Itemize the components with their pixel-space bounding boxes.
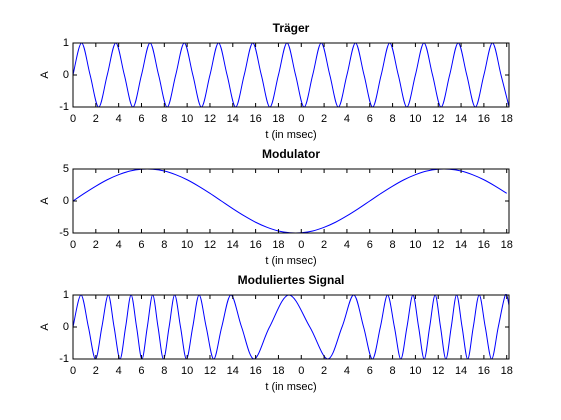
x-tick-label: 10: [409, 239, 421, 251]
x-tick-label: 16: [249, 113, 261, 125]
x-tick-label: 4: [344, 239, 350, 251]
x-tick-label: 0: [70, 239, 76, 251]
x-tick-label: 0: [298, 239, 304, 251]
x-tick-label: 8: [390, 113, 396, 125]
y-tick-label: 5: [63, 163, 69, 175]
x-tick-label: 14: [227, 239, 239, 251]
x-tick-label: 10: [409, 113, 421, 125]
x-tick-label: 16: [478, 239, 490, 251]
x-tick-label: 4: [344, 365, 350, 377]
y-axis-label: A: [39, 71, 51, 79]
x-tick-label: 18: [501, 113, 513, 125]
x-tick-label: 4: [344, 113, 350, 125]
x-tick-label: 16: [249, 365, 261, 377]
x-tick-label: 14: [455, 113, 467, 125]
axes-background: [73, 169, 509, 233]
x-tick-label: 18: [501, 239, 513, 251]
x-tick-label: 2: [93, 365, 99, 377]
chart-title: Träger: [273, 21, 310, 35]
y-tick-label: -5: [59, 227, 69, 239]
x-tick-label: 16: [249, 239, 261, 251]
x-tick-label: 2: [93, 113, 99, 125]
x-tick-label: 16: [478, 365, 490, 377]
x-tick-label: 2: [93, 239, 99, 251]
x-tick-label: 18: [272, 113, 284, 125]
x-tick-label: 0: [70, 365, 76, 377]
x-tick-label: 8: [161, 365, 167, 377]
x-tick-label: 12: [204, 239, 216, 251]
x-tick-label: 10: [181, 365, 193, 377]
x-tick-label: 14: [227, 113, 239, 125]
x-tick-label: 18: [272, 239, 284, 251]
x-tick-label: 18: [501, 365, 513, 377]
x-tick-label: 8: [390, 365, 396, 377]
x-tick-label: 12: [432, 113, 444, 125]
x-tick-label: 2: [321, 365, 327, 377]
plot-area: [73, 42, 509, 108]
y-tick-label: -1: [59, 101, 69, 113]
x-tick-label: 0: [298, 113, 304, 125]
x-tick-label: 12: [204, 113, 216, 125]
axes-background: [73, 295, 509, 359]
x-tick-label: 12: [432, 365, 444, 377]
x-tick-label: 2: [321, 113, 327, 125]
y-tick-label: 1: [63, 37, 69, 49]
x-tick-label: 6: [138, 113, 144, 125]
x-tick-label: 2: [321, 239, 327, 251]
x-tick-label: 6: [138, 365, 144, 377]
x-axis-label: t (in msec): [265, 255, 316, 267]
x-tick-label: 8: [161, 239, 167, 251]
x-tick-label: 6: [367, 365, 373, 377]
x-tick-label: 10: [181, 239, 193, 251]
y-tick-label: 0: [63, 69, 69, 81]
x-tick-label: 14: [455, 365, 467, 377]
x-tick-label: 0: [298, 365, 304, 377]
x-tick-label: 4: [116, 239, 122, 251]
x-tick-label: 8: [390, 239, 396, 251]
chart-title: Modulator: [262, 147, 320, 161]
x-tick-label: 4: [116, 113, 122, 125]
x-axis-label: t (in msec): [265, 129, 316, 141]
x-tick-label: 14: [227, 365, 239, 377]
signal-line: [73, 42, 509, 108]
y-tick-label: 0: [63, 195, 69, 207]
x-tick-label: 6: [367, 239, 373, 251]
x-tick-label: 8: [161, 113, 167, 125]
x-tick-label: 12: [204, 365, 216, 377]
x-tick-label: 10: [409, 365, 421, 377]
x-tick-label: 6: [367, 113, 373, 125]
x-tick-label: 10: [181, 113, 193, 125]
x-tick-label: 4: [116, 365, 122, 377]
y-tick-label: -1: [59, 353, 69, 365]
y-tick-label: 1: [63, 289, 69, 301]
y-tick-label: 0: [63, 321, 69, 333]
chart-title: Moduliertes Signal: [238, 273, 345, 287]
y-axis-label: A: [39, 323, 51, 331]
x-tick-label: 0: [70, 113, 76, 125]
x-axis-label: t (in msec): [265, 381, 316, 393]
x-tick-label: 12: [432, 239, 444, 251]
x-tick-label: 6: [138, 239, 144, 251]
x-tick-label: 14: [455, 239, 467, 251]
x-tick-label: 16: [478, 113, 490, 125]
x-tick-label: 18: [272, 365, 284, 377]
y-axis-label: A: [39, 197, 51, 205]
